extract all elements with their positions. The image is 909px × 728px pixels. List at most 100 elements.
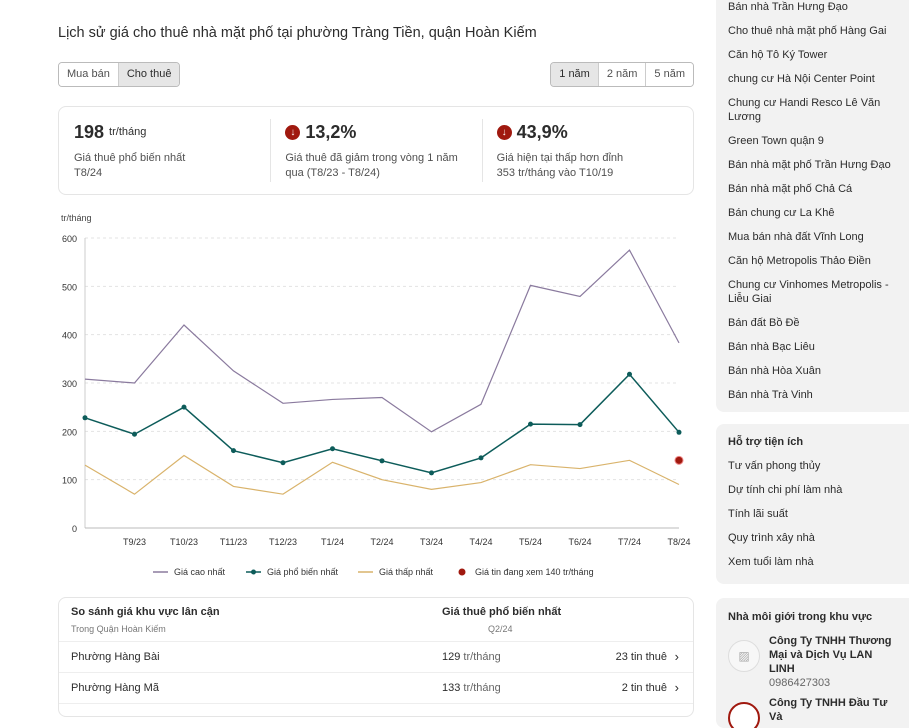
- data-point: [379, 458, 385, 464]
- tools-title: Hỗ trợ tiện ích: [728, 436, 804, 448]
- sidebar-link[interactable]: Mua bán nhà đất Vĩnh Long: [728, 231, 864, 243]
- compare-col-sub: Q2/24: [488, 624, 513, 634]
- tool-link[interactable]: Tư vấn phong thủy: [728, 460, 821, 472]
- brokers-panel: Nhà môi giới trong khu vực ▨ Công Ty TNH…: [716, 598, 909, 728]
- broker-avatar-placeholder-icon: ▨: [728, 640, 760, 672]
- compare-col-title: Giá thuê phổ biến nhất: [442, 606, 562, 618]
- stat-desc: Giá thuê phổ biến nhất: [74, 152, 186, 164]
- legend-label: Giá tin đang xem 140 tr/tháng: [475, 567, 594, 577]
- y-tick-label: 200: [62, 427, 77, 437]
- sidebar-link[interactable]: Bán nhà Hòa Xuân: [728, 365, 821, 377]
- y-tick-label: 400: [62, 331, 77, 341]
- data-point: [132, 431, 137, 437]
- y-tick-label: 600: [62, 234, 77, 244]
- stat-peak-diff: ↓ 43,9% Giá hiện tại thấp hơn đỉnh 353 tr/…: [481, 107, 693, 194]
- series-line-2: [84, 454, 680, 495]
- sidebar-link[interactable]: Bán đất Bồ Đề: [728, 317, 800, 329]
- listing-count: 2 tin thuê: [621, 682, 667, 694]
- sidebar-link[interactable]: Bán chung cư La Khê: [728, 207, 835, 219]
- stat-yearly-change: ↓ 13,2% Giá thuê đã giảm trong vòng 1 năm…: [270, 107, 481, 194]
- stat-desc: qua (T8/23 - T8/24): [285, 167, 380, 179]
- legend-marker: [251, 569, 256, 575]
- type-toggle: Mua bán Cho thuê: [58, 62, 181, 87]
- sidebar-link[interactable]: Chung cư Handi Resco Lê Văn Lương: [728, 97, 881, 123]
- data-point: [429, 470, 434, 476]
- data-point: [280, 460, 286, 466]
- stat-desc: Giá hiện tại thấp hơn đỉnh: [496, 152, 624, 164]
- sidebar-link[interactable]: Bán nhà mặt phố Trần Hưng Đạo: [728, 159, 891, 171]
- data-point: [627, 371, 632, 377]
- legend-label: Giá thấp nhất: [379, 567, 434, 577]
- data-point: [82, 415, 88, 421]
- sidebar-link[interactable]: chung cư Hà Nội Center Point: [728, 73, 875, 85]
- chevron-right-icon: ›: [674, 680, 679, 695]
- unit: tr/tháng: [463, 651, 501, 663]
- x-tick-label: T6/24: [568, 537, 591, 547]
- sidebar-link[interactable]: Cho thuê nhà mặt phố Hàng Gai: [728, 25, 887, 37]
- tool-link[interactable]: Quy trình xây nhà: [728, 532, 815, 544]
- x-tick-label: T3/24: [420, 537, 443, 547]
- series-line-0: [84, 249, 680, 433]
- data-point: [528, 421, 533, 427]
- related-links-panel: Bán nhà Trần Hưng Đạo Cho thuê nhà mặt ph…: [716, 0, 909, 412]
- listing-price-point: [674, 455, 684, 465]
- page-title: Lịch sử giá cho thuê nhà mặt phố tại phư…: [58, 25, 537, 41]
- x-tick-label: T12/23: [269, 537, 297, 547]
- broker-logo-icon: [728, 702, 760, 728]
- price-chart: tr/tháng 0 100 200 300 400 500 600 T9/23 T10/23 T1…: [61, 213, 691, 577]
- tool-link[interactable]: Dự tính chi phí làm nhà: [728, 484, 843, 496]
- sidebar-link[interactable]: Bán nhà Trà Vinh: [728, 389, 813, 401]
- tool-link[interactable]: Xem tuổi làm nhà: [728, 556, 814, 568]
- x-tick-label: T8/24: [667, 537, 690, 547]
- broker-item[interactable]: ▨ Công Ty TNHH Thương Mại và Dịch Vụ LAN…: [728, 634, 897, 690]
- x-tick-label: T11/23: [220, 537, 247, 547]
- sidebar-link[interactable]: Căn hộ Tô Ký Tower: [728, 49, 828, 61]
- broker-phone: 0986427303: [769, 677, 831, 689]
- arrow-down-icon: ↓: [285, 124, 301, 140]
- x-tick-label: T9/23: [123, 537, 146, 547]
- stat-desc: Giá thuê đã giảm trong vòng 1 năm: [285, 152, 458, 164]
- compare-subtitle: Trong Quận Hoàn Kiếm: [71, 624, 166, 634]
- x-tick-label: T1/24: [321, 537, 344, 547]
- legend-label: Giá cao nhất: [174, 567, 226, 577]
- data-point: [181, 404, 187, 410]
- tab-5-years[interactable]: 5 năm: [645, 63, 693, 86]
- range-toggle: 1 năm 2 năm 5 năm: [550, 62, 694, 87]
- tab-1-year[interactable]: 1 năm: [551, 63, 598, 86]
- broker-name: Công Ty TNHH Thương Mại và Dịch Vụ LAN L…: [769, 635, 892, 675]
- sidebar-link[interactable]: Bán nhà Bạc Liêu: [728, 341, 815, 353]
- stat-common-price: 198 tr/tháng Giá thuê phổ biến nhất T8/24: [59, 107, 270, 194]
- brokers-title: Nhà môi giới trong khu vực: [728, 611, 873, 623]
- table-row[interactable]: Phường Hàng Mã 133 tr/tháng 2 tin thuê ›: [59, 673, 693, 704]
- stat-desc: T8/24: [74, 167, 103, 179]
- tab-mua-ban[interactable]: Mua bán: [59, 63, 118, 86]
- y-tick-label: 500: [62, 282, 77, 292]
- y-axis-label: tr/tháng: [61, 213, 92, 223]
- tab-2-years[interactable]: 2 năm: [597, 63, 646, 86]
- sidebar-link[interactable]: Chung cư Vinhomes Metropolis - Liễu Giai: [728, 279, 889, 305]
- series-line-1: [84, 373, 680, 474]
- unit: tr/tháng: [463, 682, 501, 694]
- legend-marker: [458, 568, 466, 576]
- stat-value: 13,2%: [305, 121, 357, 142]
- tools-panel: Hỗ trợ tiện ích Tư vấn phong thủy Dự tính…: [716, 424, 909, 584]
- ward-name: Phường Hàng Mã: [71, 682, 159, 694]
- x-tick-label: T5/24: [519, 537, 542, 547]
- y-tick-label: 100: [62, 476, 77, 486]
- sidebar-link[interactable]: Green Town quận 9: [728, 135, 824, 147]
- tab-cho-thue[interactable]: Cho thuê: [117, 63, 180, 86]
- sidebar-link[interactable]: Bán nhà mặt phố Chả Cá: [728, 183, 853, 195]
- arrow-down-icon: ↓: [496, 124, 512, 140]
- ward-name: Phường Hàng Bài: [71, 651, 160, 663]
- broker-item[interactable]: Công Ty TNHH Đầu Tư Và: [728, 696, 897, 728]
- tool-link[interactable]: Tính lãi suất: [728, 508, 788, 520]
- stats-panel: 198 tr/tháng Giá thuê phổ biến nhất T8/24 …: [58, 106, 694, 195]
- data-point: [231, 448, 236, 454]
- x-tick-label: T4/24: [469, 537, 492, 547]
- sidebar-link[interactable]: Bán nhà Trần Hưng Đạo: [728, 1, 848, 13]
- stat-desc: 353 tr/tháng vào T10/19: [496, 167, 614, 179]
- data-point: [676, 429, 682, 435]
- table-row[interactable]: Phường Hàng Bài 129 tr/tháng 23 tin thuê…: [59, 642, 693, 673]
- data-point: [478, 455, 484, 461]
- sidebar-link[interactable]: Căn hộ Metropolis Thảo Điền: [728, 255, 871, 267]
